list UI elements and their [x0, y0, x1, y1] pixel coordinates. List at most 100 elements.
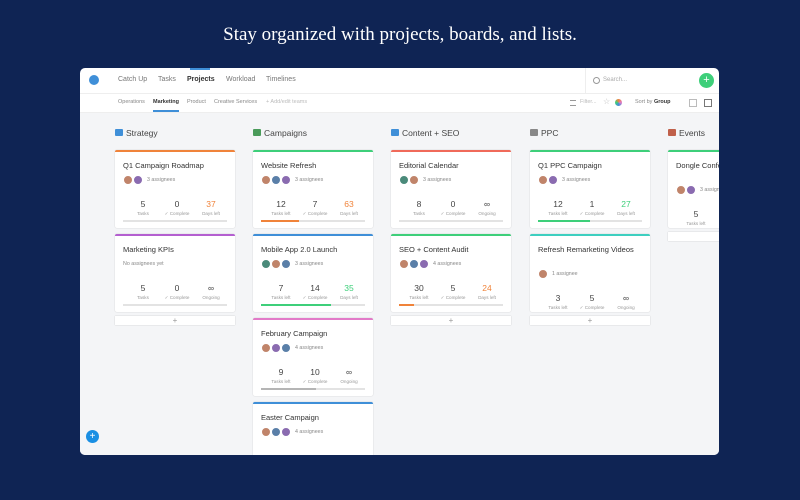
progress-track [123, 304, 227, 306]
nav-tab[interactable]: Catch Up [118, 76, 148, 83]
stat-value: ∞ [345, 367, 353, 377]
stat-label: ✓ Complete [164, 211, 190, 216]
add-card[interactable]: + [391, 316, 511, 325]
card[interactable]: Website Refresh 3 assignees 12 Tasks left 7 ✓… [253, 150, 373, 228]
avatar [676, 185, 686, 195]
team-tab[interactable]: Creative Services [214, 99, 258, 105]
assignees: 3 assignees [147, 177, 176, 183]
color-icon [615, 99, 622, 106]
stat-label: ✓ Complete [440, 295, 466, 300]
stat-value: 63 [344, 199, 354, 209]
add-button[interactable]: + [699, 73, 714, 88]
stat-label: ✓ Complete [579, 305, 605, 310]
headline: Stay organized with projects, boards, an… [223, 24, 577, 45]
stat-value: 8 [416, 199, 422, 209]
column-icon [115, 129, 123, 136]
card[interactable]: Marketing KPIs No assignees yet 5 Tasks 0 ✓ C… [115, 234, 235, 312]
card[interactable]: Q1 Campaign Roadmap 3 assignees 5 Tasks 0 ✓ C… [115, 150, 235, 228]
stat-value: 3 [555, 293, 561, 303]
avatar [538, 269, 548, 279]
stat-value: 7 [278, 283, 284, 293]
avatar [281, 427, 291, 437]
nav-tab[interactable]: Workload [226, 76, 256, 83]
card[interactable]: Editorial Calendar 3 assignees 8 Tasks 0 ✓ Co… [391, 150, 511, 228]
stat-value: 35 [344, 283, 354, 293]
fab[interactable]: + [86, 430, 99, 443]
progress-fill [261, 388, 317, 390]
stat-value: 7 [312, 199, 318, 209]
stat-value: 14 [310, 283, 320, 293]
filter-icon [570, 100, 576, 106]
avatar [399, 259, 409, 269]
stat-value: ∞ [207, 283, 215, 293]
card-title: Mobile App 2.0 Launch [261, 245, 338, 254]
stat-label: Tasks left [686, 221, 706, 226]
assignees: 3 assignees [562, 177, 591, 183]
card[interactable]: Easter Campaign 4 assignees [253, 402, 373, 455]
stat-value: ∞ [483, 199, 491, 209]
stat-value: 0 [450, 199, 456, 209]
card[interactable]: Q1 PPC Campaign 3 assignees 12 Tasks left 1 ✓… [530, 150, 650, 228]
assignees: No assignees yet [123, 261, 164, 267]
assignees: 4 assignees [433, 261, 462, 267]
card[interactable]: SEO + Content Audit 4 assignees 30 Tasks le… [391, 234, 511, 312]
team-tab[interactable]: Operations [118, 99, 145, 105]
progress-track [123, 220, 227, 222]
team-tab[interactable]: Product [187, 99, 206, 105]
search-input[interactable]: Search... [603, 77, 628, 83]
stat-value: 27 [621, 199, 631, 209]
stat-label: Days left [340, 211, 358, 216]
list-view[interactable] [689, 99, 697, 107]
progress-fill [261, 304, 331, 306]
stat-value: 37 [206, 199, 216, 209]
card[interactable]: February Campaign 4 assignees 9 Tasks left 1… [253, 318, 373, 396]
team-tab[interactable]: Marketing [153, 99, 179, 105]
card[interactable]: Refresh Remarketing Videos 1 assignee 3 Tas… [530, 234, 650, 312]
star-icon[interactable]: ☆ [603, 97, 611, 106]
card-title: Website Refresh [261, 161, 317, 170]
add-card[interactable]: + [668, 232, 719, 241]
card-title: Easter Campaign [261, 413, 319, 422]
progress-track [261, 388, 365, 390]
card[interactable]: Dongle Conference (April 2018) 3 assignee… [668, 150, 719, 228]
board: Strategy Q1 Campaign Roadmap 3 assignees 5 T… [80, 113, 719, 455]
logo [89, 75, 99, 85]
assignees: 4 assignees [295, 345, 324, 351]
avatar [261, 259, 271, 269]
card-title: February Campaign [261, 329, 328, 338]
edit-teams[interactable]: + Add/edit teams [266, 99, 308, 105]
nav-tab[interactable]: Projects [187, 76, 215, 83]
filter-input[interactable]: Filter... [580, 99, 597, 105]
avatar [271, 427, 281, 437]
card-title: Q1 Campaign Roadmap [123, 161, 204, 170]
card[interactable]: Mobile App 2.0 Launch 3 assignees 7 Tasks l… [253, 234, 373, 312]
card-title: Marketing KPIs [123, 245, 174, 254]
column-icon [253, 129, 261, 136]
sort-value[interactable]: Group [654, 99, 671, 105]
stat-label: Ongoing [617, 305, 635, 310]
board-view[interactable] [704, 99, 712, 107]
progress-track [538, 220, 642, 222]
column-icon [391, 129, 399, 136]
nav-tab[interactable]: Timelines [266, 76, 296, 83]
stat-label: ✓ Complete [302, 211, 328, 216]
stat-value: 24 [482, 283, 492, 293]
nav-tab[interactable]: Tasks [158, 76, 176, 83]
stat-value: ∞ [622, 293, 630, 303]
stat-label: Days left [478, 295, 496, 300]
column-title: Events [679, 128, 705, 138]
stat-value: 9 [278, 367, 284, 377]
add-card[interactable]: + [530, 316, 650, 325]
stat-label: Tasks left [271, 379, 291, 384]
stat-value: 0 [174, 283, 180, 293]
stat-label: Tasks left [271, 295, 291, 300]
stat-label: Tasks [413, 211, 425, 216]
stat-label: Days left [202, 211, 220, 216]
avatar [261, 175, 271, 185]
add-card[interactable]: + [115, 316, 235, 325]
progress-track [399, 220, 503, 222]
assignees: 3 assignees [295, 177, 324, 183]
assignees: 3 assignees [295, 261, 324, 267]
avatar [399, 175, 409, 185]
